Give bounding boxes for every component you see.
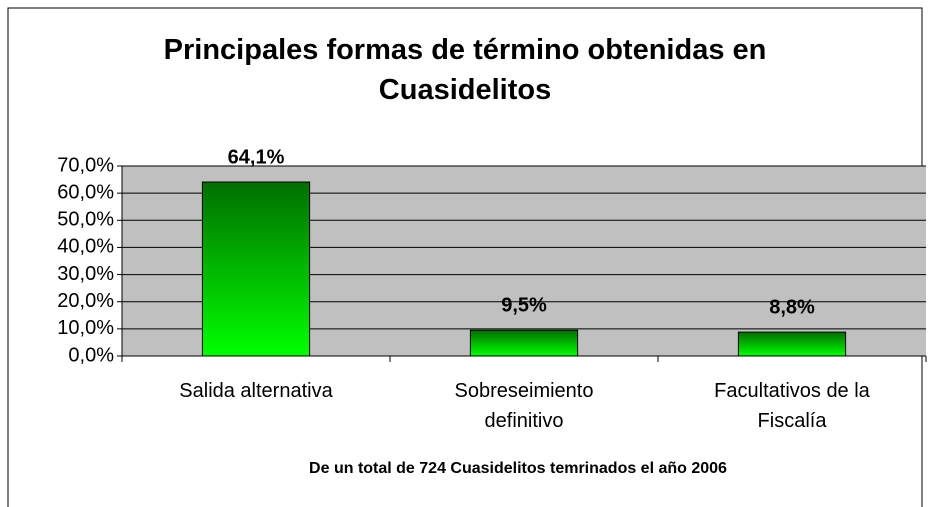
chart-note: De un total de 724 Cuasidelitos temrinad…: [309, 460, 727, 477]
bar: [201, 181, 311, 357]
x-tick-label: Sobreseimiento definitivo: [454, 380, 594, 432]
y-tick-label: 60,0%: [57, 181, 114, 203]
y-tick-label: 10,0%: [57, 317, 114, 339]
y-tick-label: 70,0%: [57, 154, 114, 176]
y-tick-label: 20,0%: [57, 290, 114, 312]
y-tick-label: 0,0%: [68, 344, 114, 366]
y-tick-label: 30,0%: [57, 263, 114, 285]
bar: [737, 331, 847, 357]
data-label: 9,5%: [501, 294, 547, 316]
bar: [469, 329, 579, 357]
data-label: 8,8%: [769, 296, 815, 318]
y-tick-label: 40,0%: [57, 236, 114, 258]
chart-title: Principales formas de término obtenidas …: [163, 34, 767, 106]
x-tick-label: Facultativos de la Fiscalía: [714, 380, 870, 432]
data-label: 64,1%: [228, 146, 285, 168]
x-tick-label: Salida alternativa: [179, 380, 333, 402]
y-tick-label: 50,0%: [57, 209, 114, 231]
